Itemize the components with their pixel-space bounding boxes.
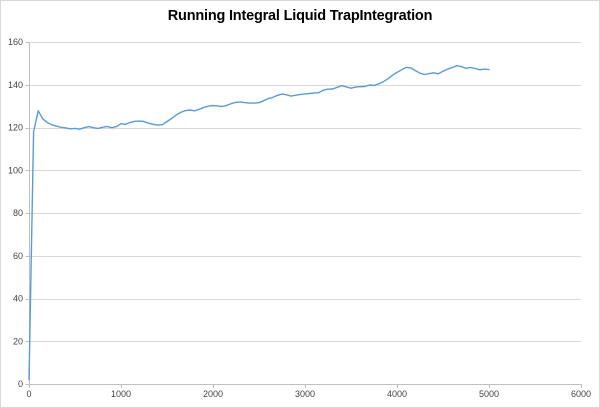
y-tick-label: 140 [8, 80, 23, 90]
x-tick-label: 2000 [203, 389, 223, 399]
y-tick-label: 20 [13, 336, 23, 346]
x-tick-label: 0 [26, 389, 31, 399]
x-tick-label: 5000 [479, 389, 499, 399]
x-tick-label: 1000 [111, 389, 131, 399]
y-tick-label: 120 [8, 123, 23, 133]
y-tick-label: 40 [13, 294, 23, 304]
data-line-series [28, 64, 490, 381]
y-tick-label: 60 [13, 251, 23, 261]
y-tick-label: 0 [18, 379, 23, 389]
x-tick-label: 6000 [571, 389, 591, 399]
chart-title: Running Integral Liquid TrapIntegration [167, 8, 433, 24]
gridlines [29, 42, 581, 342]
y-tick-label: 80 [13, 208, 23, 218]
x-axis-labels: 0 1000 2000 3000 4000 5000 6000 [26, 389, 591, 399]
x-tick-label: 4000 [387, 389, 407, 399]
x-tick-label: 3000 [295, 389, 315, 399]
y-axis-labels: 0 20 40 60 80 100 120 140 160 [8, 37, 23, 389]
y-tick-label: 160 [8, 37, 23, 47]
y-tick-label: 100 [8, 165, 23, 175]
